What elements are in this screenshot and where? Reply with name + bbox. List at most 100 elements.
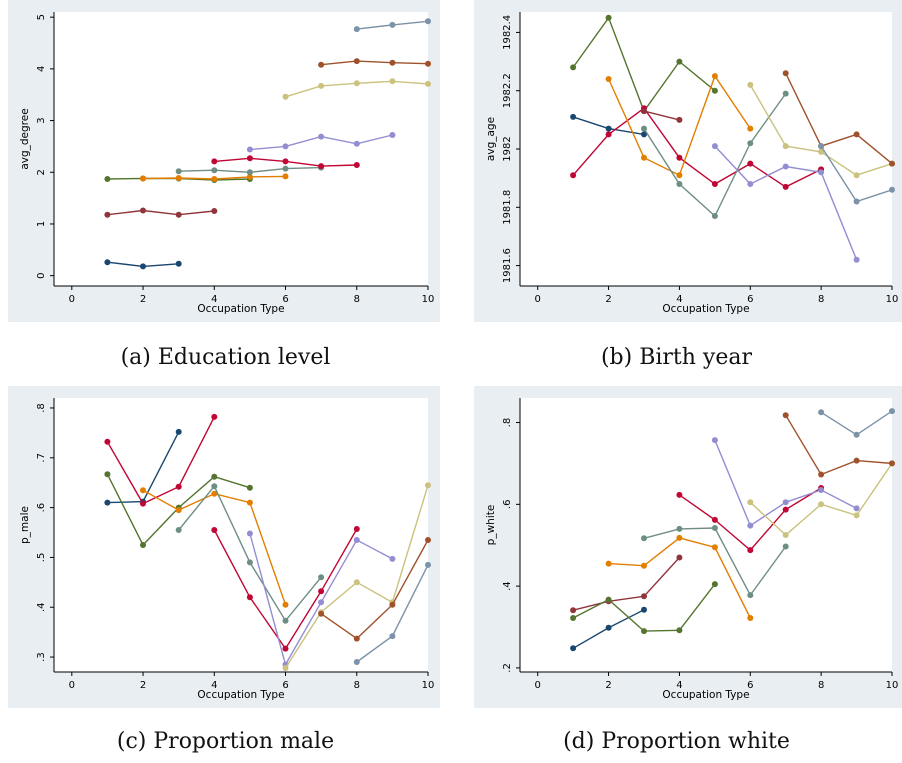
y-tick-label: 1982.4 [502, 15, 513, 50]
x-tick-label: 4 [676, 294, 682, 305]
data-point [711, 181, 718, 187]
data-point [782, 143, 789, 150]
data-point [641, 628, 647, 635]
data-point [782, 412, 789, 419]
series-line-2 [106, 416, 215, 505]
data-point [570, 607, 577, 614]
y-tick-label: .2 [502, 663, 513, 673]
y-tick-label: .4 [502, 581, 513, 591]
data-point [353, 162, 360, 168]
data-point [605, 14, 612, 21]
data-point [282, 601, 289, 608]
data-point [747, 522, 754, 529]
data-point [389, 601, 396, 608]
data-point [818, 169, 825, 176]
data-point [389, 633, 396, 640]
data-point [570, 615, 577, 621]
data-point [282, 617, 289, 624]
data-point [246, 484, 253, 491]
chart-education-level: 0 2 4 6 8 10 0 1 2 3 4 5 Occupation Type avg_degree [8, 0, 440, 322]
data-point [605, 560, 612, 567]
data-point [889, 460, 895, 467]
y-axis-label: avg_age [485, 117, 497, 161]
data-point [282, 173, 289, 180]
chart-panel-d: 0 2 4 6 8 10 .2 .4 .6 .8 Occupation Type p_white [474, 386, 902, 708]
x-tick-label: 10 [422, 680, 435, 691]
data-point [818, 143, 825, 150]
data-point [711, 87, 718, 94]
data-point [711, 213, 718, 219]
data-point [211, 158, 218, 165]
chart-panel-c: 0 2 4 6 8 10 .3 .4 .5 .6 .7 .8 Occupation Type p_male [8, 386, 440, 708]
plot-area [54, 12, 428, 286]
data-point [425, 60, 431, 67]
data-point [711, 516, 718, 523]
data-point [246, 169, 253, 176]
data-point [353, 58, 360, 65]
x-tick-label: 10 [886, 680, 899, 691]
data-point [140, 487, 146, 494]
data-point [353, 537, 360, 543]
x-tick-label: 4 [211, 680, 217, 691]
data-point [641, 606, 647, 613]
data-point [570, 172, 577, 179]
caption-d: (d) Proportion white [563, 729, 790, 754]
data-point [425, 561, 431, 568]
data-point [570, 645, 577, 652]
data-point [211, 490, 218, 497]
data-point [211, 176, 218, 182]
x-tick-label: 2 [140, 294, 146, 305]
data-point [782, 532, 789, 538]
x-tick-label: 0 [69, 294, 75, 305]
data-point [389, 132, 396, 138]
data-point [104, 259, 111, 266]
data-point [246, 173, 253, 180]
y-tick-label: 1 [36, 221, 47, 227]
data-point [175, 260, 182, 267]
data-point [747, 547, 754, 554]
data-point [782, 499, 789, 506]
series-line-6 [643, 110, 680, 121]
data-point [641, 131, 647, 138]
plot-area [520, 12, 892, 286]
data-point [318, 599, 325, 606]
data-point [605, 125, 612, 132]
x-tick-label: 2 [605, 294, 611, 305]
x-tick-label: 0 [535, 680, 541, 691]
y-tick-label: 4 [36, 66, 47, 72]
data-point [282, 665, 289, 671]
y-tick-label: .5 [36, 553, 47, 563]
data-point [211, 527, 218, 533]
data-point [605, 624, 612, 631]
series-line-9 [320, 539, 429, 640]
data-point [318, 163, 325, 170]
data-point [318, 574, 325, 581]
data-point [711, 143, 718, 150]
data-point [246, 530, 253, 537]
data-point [140, 207, 146, 214]
data-point [782, 183, 789, 190]
data-point [782, 163, 789, 170]
x-tick-label: 0 [69, 680, 75, 691]
data-point [641, 154, 647, 161]
data-point [605, 596, 612, 603]
series-line-2 [107, 209, 215, 216]
data-point [104, 438, 111, 445]
data-point [211, 167, 218, 174]
x-tick-label: 0 [535, 294, 541, 305]
x-tick-label: 8 [818, 294, 824, 305]
data-point [175, 507, 182, 514]
caption-b: (b) Birth year [600, 345, 753, 370]
data-point [246, 155, 253, 162]
data-point [318, 133, 325, 140]
y-tick-label: .3 [36, 652, 47, 662]
data-point [353, 659, 360, 665]
data-point [889, 186, 895, 193]
x-tick-label: 4 [676, 680, 682, 691]
data-point [747, 160, 754, 167]
data-point [853, 172, 860, 179]
x-tick-label: 4 [211, 294, 217, 305]
data-point [853, 457, 860, 464]
plot-area [54, 398, 428, 672]
x-tick-label: 6 [282, 294, 288, 305]
